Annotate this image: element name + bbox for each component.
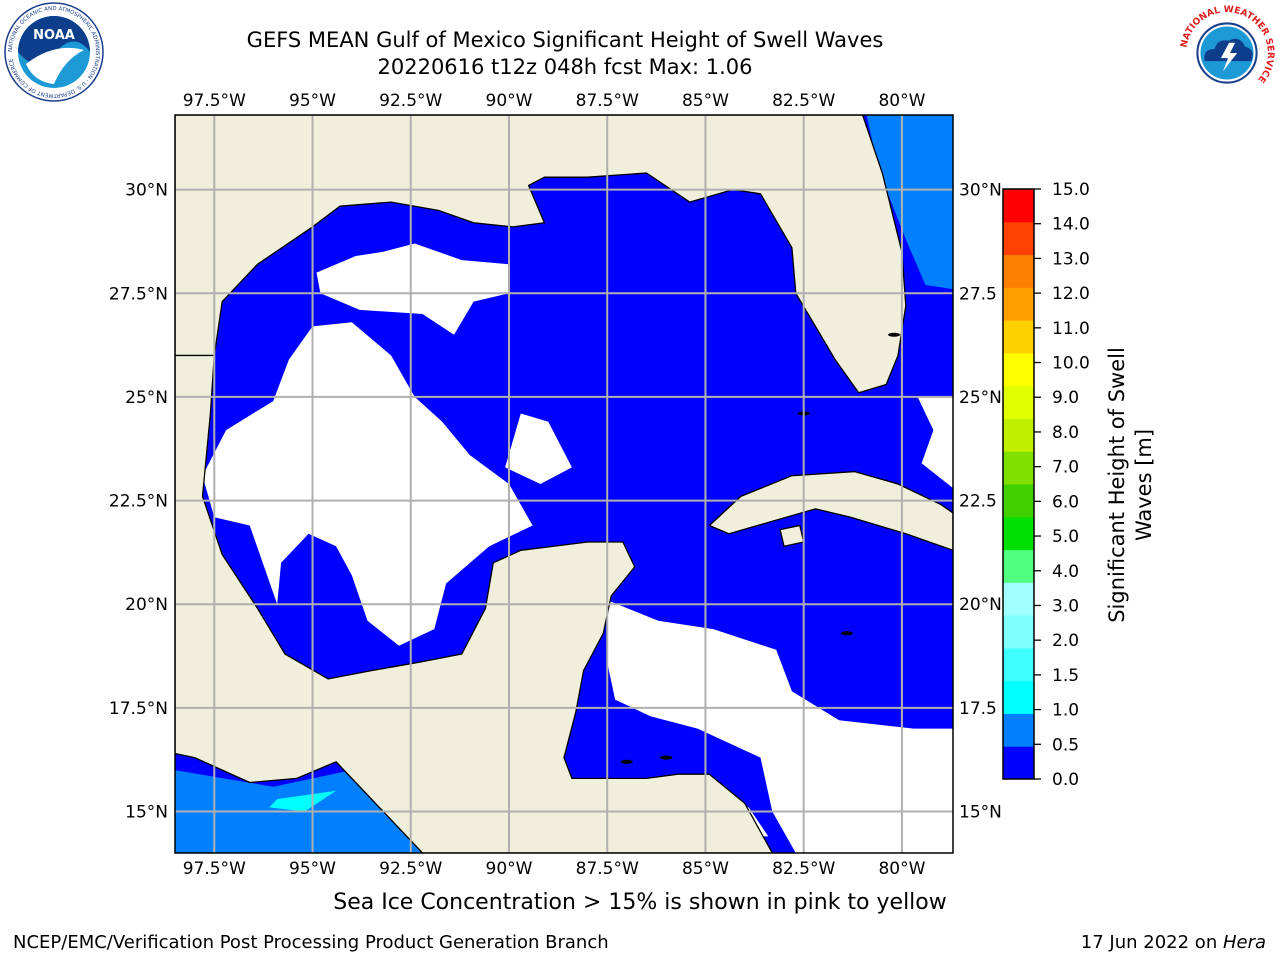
colorbar-tick-label: 14.0 bbox=[1052, 215, 1090, 235]
plot-frame bbox=[174, 114, 954, 854]
colorbar-tick-label: 13.0 bbox=[1052, 249, 1090, 269]
lat-tick-label-left: 20°N bbox=[125, 595, 168, 615]
lon-tick-label-top: 80°W bbox=[878, 91, 925, 111]
lat-tick-label-left: 22.5°N bbox=[109, 492, 168, 512]
colorbar-swatch bbox=[1003, 713, 1034, 747]
colorbar-swatch bbox=[1003, 385, 1034, 419]
colorbar-swatch bbox=[1003, 189, 1034, 223]
colorbar-tick-label: 10.0 bbox=[1052, 354, 1090, 374]
swell-undefined-patch bbox=[202, 322, 533, 646]
lon-tick-label-top: 82.5°W bbox=[772, 91, 835, 111]
noaa-logo-text: NOAA bbox=[33, 28, 75, 43]
footer-date: 17 Jun 2022 on Hera bbox=[1081, 932, 1266, 953]
lon-tick-label-top: 87.5°W bbox=[576, 91, 639, 111]
colorbar-tick-label: 15.0 bbox=[1052, 180, 1090, 200]
colorbar-tick-label: 11.0 bbox=[1052, 319, 1090, 339]
nws-logo-icon: NATIONAL WEATHER SERVICE bbox=[1177, 3, 1277, 103]
colorbar-tick-label: 8.0 bbox=[1052, 423, 1079, 443]
colorbar-swatch bbox=[1003, 451, 1034, 485]
colorbar-swatch bbox=[1003, 320, 1034, 354]
colorbar-swatch bbox=[1003, 352, 1034, 387]
colorbar-tick-label: 4.0 bbox=[1052, 562, 1079, 582]
colorbar-tick-label: 3.0 bbox=[1052, 596, 1079, 616]
map-title: GEFS MEAN Gulf of Mexico Significant Hei… bbox=[246, 28, 884, 52]
swell-undefined-patch bbox=[505, 413, 572, 484]
island-marker bbox=[840, 631, 853, 636]
lon-tick-label-bottom: 80°W bbox=[878, 859, 925, 879]
island-marker bbox=[888, 332, 901, 337]
colorbar-swatch bbox=[1003, 615, 1034, 649]
lon-tick-label-top: 90°W bbox=[486, 91, 533, 111]
colorbar-tick-label: 9.0 bbox=[1052, 388, 1079, 408]
lat-tick-label-left: 27.5°N bbox=[109, 284, 168, 304]
sea-ice-note: Sea Ice Concentration > 15% is shown in … bbox=[333, 890, 947, 915]
noaa-logo-icon: NATIONAL OCEANIC AND ATMOSPHERIC ADMINIS… bbox=[4, 2, 104, 102]
colorbar-tick-label: 12.0 bbox=[1052, 284, 1090, 304]
colorbar-tick-label: 6.0 bbox=[1052, 492, 1079, 512]
lon-tick-label-bottom: 95°W bbox=[289, 859, 336, 879]
swell-region-pacific-max bbox=[269, 790, 337, 812]
lon-tick-label-top: 97.5°W bbox=[183, 91, 246, 111]
island-marker bbox=[620, 759, 633, 764]
swell-region-atlantic bbox=[866, 115, 953, 290]
lon-tick-label-top: 85°W bbox=[682, 91, 729, 111]
footer-machine: Hera bbox=[1222, 932, 1266, 953]
colorbar-tick-label: 1.0 bbox=[1052, 701, 1079, 721]
lat-tick-label-right: 25°N bbox=[959, 388, 1002, 408]
lat-tick-label-right: 27.5 bbox=[959, 284, 997, 304]
land-mass bbox=[175, 354, 773, 853]
lon-tick-label-bottom: 85°W bbox=[682, 859, 729, 879]
swell-undefined-patch bbox=[917, 396, 953, 489]
colorbar-swatch bbox=[1003, 680, 1034, 714]
colorbar-frame bbox=[1002, 188, 1035, 780]
lon-tick-label-top: 95°W bbox=[289, 91, 336, 111]
lat-tick-label-right: 17.5 bbox=[959, 699, 997, 719]
lat-tick-label-left: 25°N bbox=[125, 388, 168, 408]
colorbar-swatch bbox=[1003, 254, 1034, 288]
lat-tick-label-right: 22.5 bbox=[959, 492, 997, 512]
colorbar-swatch bbox=[1003, 484, 1034, 518]
footer-credit: NCEP/EMC/Verification Post Processing Pr… bbox=[13, 932, 609, 953]
colorbar-tick-label: 7.0 bbox=[1052, 458, 1079, 478]
colorbar-swatch bbox=[1003, 418, 1034, 452]
colorbar-tick-label: 5.0 bbox=[1052, 527, 1079, 547]
colorbar-swatch bbox=[1003, 746, 1034, 780]
colorbar-tick-label: 1.5 bbox=[1052, 666, 1079, 686]
land-mass bbox=[708, 470, 953, 551]
colorbar-tick-label: 2.0 bbox=[1052, 631, 1079, 651]
lon-tick-label-bottom: 97.5°W bbox=[183, 859, 246, 879]
land-mass bbox=[779, 524, 805, 547]
colorbar-swatch bbox=[1003, 516, 1034, 551]
lat-tick-label-left: 30°N bbox=[125, 181, 168, 201]
lon-tick-label-bottom: 90°W bbox=[486, 859, 533, 879]
footer-date-text: 17 Jun 2022 on bbox=[1080, 932, 1223, 953]
colorbar-swatch bbox=[1003, 221, 1034, 256]
lat-tick-label-right: 15°N bbox=[959, 803, 1002, 823]
colorbar-swatch bbox=[1003, 582, 1034, 616]
lon-tick-label-top: 92.5°W bbox=[379, 91, 442, 111]
colorbar-tick-label: 0.0 bbox=[1052, 770, 1079, 790]
lon-tick-label-bottom: 87.5°W bbox=[576, 859, 639, 879]
map-subtitle-forecast: 20220616 t12z 048h fcst Max: 1.06 bbox=[377, 55, 753, 79]
colorbar-swatch bbox=[1003, 647, 1034, 682]
island-marker bbox=[660, 755, 673, 760]
colorbar-tick-label: 0.5 bbox=[1052, 735, 1079, 755]
lat-tick-label-left: 17.5°N bbox=[109, 699, 168, 719]
colorbar-label-line1: Significant Height of Swell bbox=[1105, 347, 1129, 623]
colorbar-swatch bbox=[1003, 549, 1034, 583]
lat-tick-label-right: 30°N bbox=[959, 181, 1002, 201]
colorbar-swatch bbox=[1003, 287, 1034, 321]
lat-tick-label-right: 20°N bbox=[959, 595, 1002, 615]
colorbar-label-line2: Waves [m] bbox=[1132, 429, 1156, 541]
lat-tick-label-left: 15°N bbox=[125, 803, 168, 823]
swell-undefined-patch bbox=[316, 243, 509, 335]
colorbar-label: Significant Height of Swell Waves [m] bbox=[1105, 347, 1156, 623]
swell-undefined-patch bbox=[607, 600, 953, 853]
lon-tick-label-bottom: 92.5°W bbox=[379, 859, 442, 879]
map-layers bbox=[175, 115, 953, 853]
lon-tick-label-bottom: 82.5°W bbox=[772, 859, 835, 879]
